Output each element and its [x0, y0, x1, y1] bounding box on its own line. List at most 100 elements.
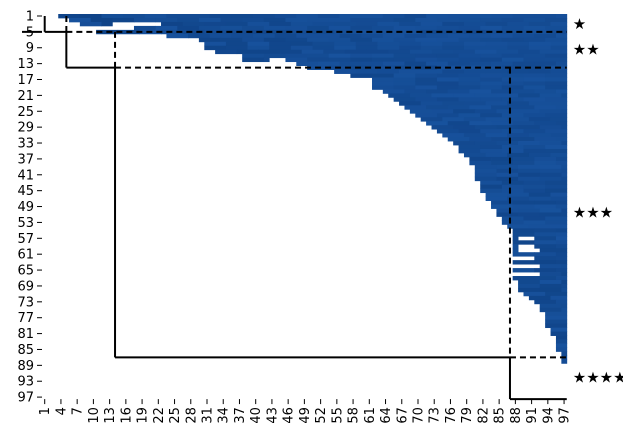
heatmap-cell — [555, 256, 568, 261]
heatmap-cell — [328, 25, 351, 31]
heatmap-cell — [512, 236, 519, 241]
heatmap-cell — [523, 129, 546, 134]
heatmap-cell — [307, 37, 330, 43]
x-tick-label: 7 — [71, 407, 86, 415]
heatmap-cell — [474, 93, 497, 98]
heatmap-cell — [133, 25, 157, 31]
heatmap-cell — [393, 25, 416, 31]
y-tick-label: 1 — [26, 9, 34, 24]
heatmap-cell — [420, 41, 443, 47]
heatmap-cell — [296, 33, 319, 39]
heatmap-cell — [458, 17, 481, 23]
heatmap-cell — [463, 45, 487, 51]
heatmap-cell — [496, 176, 519, 182]
x-tick-label: 31 — [201, 407, 216, 424]
heatmap-cell — [539, 264, 562, 269]
heatmap-cell — [198, 25, 221, 31]
x-tick-label: 58 — [347, 407, 362, 424]
heatmap-cell — [274, 33, 297, 39]
heatmap-cell — [545, 315, 568, 321]
heatmap-cell — [372, 25, 395, 31]
heatmap-cell — [453, 49, 476, 55]
heatmap-cell — [561, 287, 568, 293]
heatmap-cell — [561, 272, 568, 277]
heatmap-cell — [512, 14, 535, 19]
heatmap-cell — [463, 117, 487, 122]
heatmap-cell — [269, 45, 292, 51]
heatmap-cell — [491, 137, 514, 142]
x-tick-label: 70 — [411, 407, 426, 424]
heatmap-cell — [79, 21, 102, 27]
heatmap-cell — [269, 41, 292, 47]
heatmap-cell — [377, 21, 400, 27]
heatmap-cell — [555, 252, 568, 257]
heatmap-cell — [523, 17, 546, 23]
heatmap-cell — [550, 45, 568, 51]
heatmap-cell — [404, 33, 427, 39]
heatmap-cell — [550, 196, 568, 201]
heatmap-cell — [545, 53, 568, 59]
heatmap-cell — [247, 41, 270, 47]
heatmap-cell — [447, 89, 470, 94]
heatmap-cell — [507, 224, 530, 229]
heatmap-cell — [523, 220, 546, 225]
heatmap-cell — [463, 133, 487, 138]
heatmap-cell — [474, 176, 497, 182]
heatmap-cell — [534, 105, 557, 110]
heatmap-cell — [545, 323, 568, 329]
heatmap-cell — [545, 25, 568, 31]
heatmap-cell — [518, 212, 541, 217]
heatmap-cell — [534, 260, 557, 265]
heatmap-cell — [523, 57, 546, 63]
heatmap-cell — [539, 279, 562, 285]
heatmap-cell — [550, 331, 568, 336]
heatmap-cell — [463, 41, 487, 47]
heatmap-cell — [512, 248, 519, 253]
heatmap-cell — [518, 279, 541, 285]
heatmap-cell — [518, 109, 541, 114]
y-tick-label: 49 — [17, 200, 34, 215]
heatmap-cell — [155, 25, 178, 31]
cluster-star-label: ★ — [573, 15, 586, 33]
heatmap-cell — [545, 184, 568, 190]
heatmap-cell — [236, 49, 259, 55]
heatmap-cell — [528, 152, 551, 158]
heatmap-cell — [539, 248, 562, 253]
heatmap-cell — [534, 61, 557, 67]
heatmap-cell — [496, 125, 519, 130]
heatmap-cell — [415, 17, 438, 23]
x-tick-label: 13 — [103, 407, 118, 424]
heatmap-cell — [523, 148, 546, 154]
x-tick-label: 73 — [428, 407, 443, 424]
heatmap-cell — [561, 141, 568, 146]
x-tick-label: 40 — [249, 407, 264, 424]
heatmap-cell — [480, 57, 503, 63]
heatmap-cell — [415, 25, 438, 31]
heatmap-cell — [528, 133, 551, 138]
x-tick-label: 67 — [395, 407, 410, 424]
heatmap-cell — [534, 256, 557, 261]
heatmap-cell — [480, 129, 503, 134]
heatmap-cell — [501, 65, 524, 70]
heatmap-cell — [328, 17, 351, 23]
heatmap-cell — [420, 21, 443, 27]
x-tick-label: 4 — [54, 407, 69, 415]
heatmap-cell — [491, 121, 514, 126]
heatmap-cell — [512, 137, 535, 142]
heatmap-cell — [382, 89, 405, 94]
heatmap-cell — [496, 208, 519, 213]
heatmap-cell — [555, 121, 568, 126]
heatmap-cell — [550, 101, 568, 106]
heatmap-cell — [501, 57, 524, 63]
heatmap-cell — [555, 232, 568, 237]
heatmap-cell — [447, 61, 470, 67]
heatmap-cell — [90, 17, 113, 23]
heatmap-cell — [528, 192, 551, 198]
heatmap-cell — [225, 21, 248, 27]
heatmap-cell — [334, 69, 357, 74]
heatmap-cell — [555, 260, 568, 265]
heatmap-cell — [550, 133, 568, 138]
heatmap-cell — [491, 33, 514, 39]
heatmap-cell — [334, 29, 357, 35]
heatmap-cell — [323, 49, 346, 55]
